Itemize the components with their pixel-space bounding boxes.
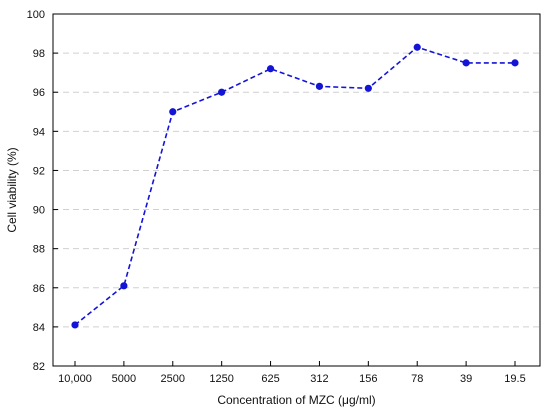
x-tick-label-7: 78 <box>411 373 423 385</box>
y-tick-label-8: 98 <box>33 48 45 60</box>
y-axis-label: Cell viability (%) <box>5 147 19 232</box>
x-axis-ticks: 10,000 5000 2500 1250 625 312 156 78 39 19.5 <box>58 361 526 385</box>
y-tick-label-2: 86 <box>33 283 45 295</box>
grid-lines <box>53 52 540 328</box>
y-tick-label-0: 82 <box>33 361 45 373</box>
x-tick-label-8: 39 <box>460 373 472 385</box>
y-axis-ticks: 82 84 86 88 90 92 94 96 98 100 <box>27 9 58 373</box>
data-point-0 <box>71 321 79 329</box>
x-tick-label-4: 625 <box>261 373 279 385</box>
x-tick-label-5: 312 <box>310 373 328 385</box>
data-point-4 <box>266 65 275 73</box>
y-tick-label-4: 90 <box>33 205 45 217</box>
y-tick-label-9: 100 <box>27 9 45 21</box>
y-tick-label-5: 92 <box>33 165 45 177</box>
data-point-2 <box>169 108 177 116</box>
plot-frame <box>52 13 541 367</box>
data-point-8 <box>462 59 470 67</box>
x-tick-label-0: 10,000 <box>58 373 92 385</box>
y-tick-label-3: 88 <box>33 244 45 256</box>
x-tick-label-3: 1250 <box>209 373 233 385</box>
data-point-3 <box>218 88 226 96</box>
data-point-6 <box>364 84 372 92</box>
x-tick-label-2: 2500 <box>161 373 185 385</box>
data-point-5 <box>315 82 324 90</box>
data-point-1 <box>120 282 128 290</box>
y-tick-label-1: 84 <box>33 322 45 334</box>
data-point-9 <box>511 59 519 67</box>
y-tick-label-7: 96 <box>33 87 45 99</box>
y-tick-label-6: 94 <box>33 126 45 138</box>
x-axis-label: Concentration of MZC (μg/ml) <box>217 393 375 407</box>
x-tick-label-1: 5000 <box>112 373 136 385</box>
series-line <box>74 46 515 326</box>
x-tick-label-6: 156 <box>359 373 377 385</box>
data-point-7 <box>413 43 421 51</box>
x-tick-label-9: 19.5 <box>504 373 525 385</box>
data-points <box>71 43 519 329</box>
